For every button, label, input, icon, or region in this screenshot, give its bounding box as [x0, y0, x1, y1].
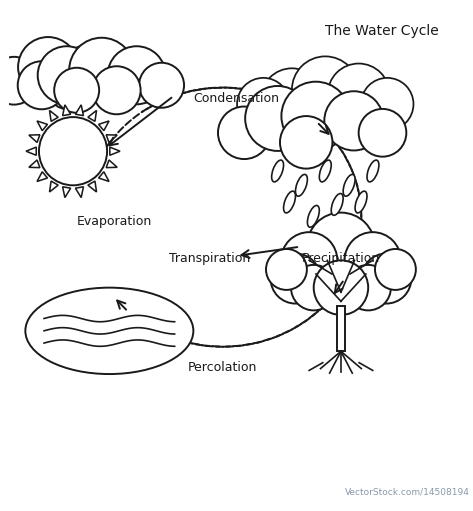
Circle shape: [237, 78, 289, 130]
Polygon shape: [29, 160, 40, 168]
Circle shape: [93, 66, 140, 114]
Ellipse shape: [331, 194, 343, 215]
Text: Percolation: Percolation: [188, 361, 258, 374]
Text: The Water Cycle: The Water Cycle: [325, 24, 438, 38]
Text: Condensation: Condensation: [193, 92, 280, 105]
Circle shape: [361, 253, 412, 304]
Ellipse shape: [284, 191, 296, 213]
Circle shape: [271, 253, 321, 304]
Circle shape: [0, 57, 38, 105]
Circle shape: [69, 38, 134, 103]
Circle shape: [47, 66, 90, 109]
Circle shape: [281, 82, 350, 150]
Circle shape: [345, 265, 391, 310]
Circle shape: [307, 213, 375, 281]
Text: Evaporation: Evaporation: [76, 215, 151, 228]
Text: Transpiration: Transpiration: [169, 251, 250, 265]
Circle shape: [328, 63, 390, 126]
Polygon shape: [106, 135, 117, 143]
Polygon shape: [106, 160, 117, 168]
Circle shape: [292, 56, 359, 123]
Circle shape: [63, 44, 115, 97]
Polygon shape: [37, 172, 47, 181]
Circle shape: [314, 261, 368, 315]
Circle shape: [291, 265, 336, 310]
Circle shape: [344, 232, 401, 289]
Polygon shape: [29, 135, 40, 143]
Ellipse shape: [272, 160, 283, 182]
Circle shape: [38, 46, 96, 104]
Ellipse shape: [296, 174, 307, 196]
Text: Precipitation: Precipitation: [302, 251, 380, 265]
Polygon shape: [62, 187, 70, 198]
Polygon shape: [110, 147, 120, 155]
Circle shape: [266, 249, 307, 290]
Circle shape: [54, 68, 99, 113]
Polygon shape: [88, 110, 96, 121]
Polygon shape: [26, 147, 36, 155]
Circle shape: [96, 64, 137, 105]
Circle shape: [218, 106, 271, 159]
Text: VectorStock.com/14508194: VectorStock.com/14508194: [345, 487, 470, 496]
Polygon shape: [88, 181, 96, 192]
Polygon shape: [98, 121, 109, 131]
Bar: [337, 306, 345, 352]
Circle shape: [359, 109, 406, 157]
Circle shape: [39, 117, 107, 185]
Polygon shape: [62, 105, 70, 115]
Circle shape: [361, 78, 413, 130]
Circle shape: [18, 37, 78, 97]
Ellipse shape: [319, 160, 331, 182]
Polygon shape: [75, 187, 83, 198]
Circle shape: [261, 68, 323, 130]
Polygon shape: [50, 110, 58, 121]
Ellipse shape: [343, 174, 355, 196]
Ellipse shape: [355, 191, 367, 213]
Polygon shape: [98, 172, 109, 181]
Circle shape: [324, 91, 384, 150]
Circle shape: [375, 249, 416, 290]
Polygon shape: [75, 105, 83, 115]
Circle shape: [18, 61, 66, 109]
Circle shape: [139, 63, 184, 108]
Polygon shape: [37, 121, 47, 131]
Ellipse shape: [367, 160, 379, 182]
Circle shape: [245, 86, 310, 151]
Ellipse shape: [307, 205, 319, 227]
Circle shape: [280, 116, 333, 169]
Circle shape: [108, 46, 166, 104]
Text: VectorStock: VectorStock: [28, 485, 108, 498]
Polygon shape: [50, 181, 58, 192]
Text: ®: ®: [73, 487, 81, 496]
Ellipse shape: [26, 288, 193, 374]
Circle shape: [281, 232, 337, 289]
